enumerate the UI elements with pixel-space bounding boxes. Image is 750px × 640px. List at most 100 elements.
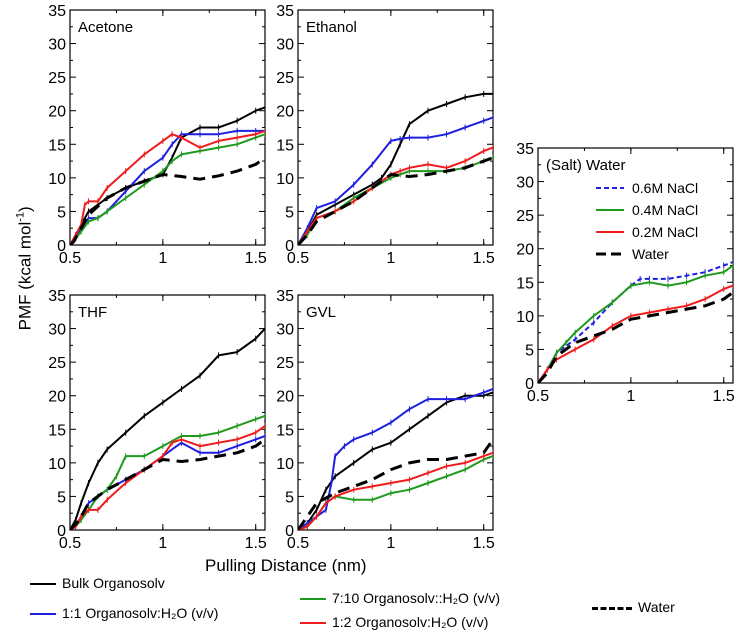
legend-swatch-bulk [30,583,56,586]
series-line [298,156,493,245]
y-tick-label: 10 [276,171,294,188]
plot-frame [69,9,266,246]
legend-label: 1:2 Organosolv:H₂O (v/v) [332,614,489,630]
y-tick-label: 20 [276,104,294,121]
legend-entry-bulk-organosolv: Bulk Organosolv [30,575,165,591]
series-7-10-organosolv-h2o [70,131,265,245]
y-tick-label: 20 [48,104,66,121]
series-0-6m-nacl [538,259,733,383]
y-axis-label: PMF (kcal mol-1) [14,206,35,331]
y-tick-label: 5 [285,204,294,221]
series-line [70,133,265,245]
salt-legend-label: 0.6M NaCl [632,180,698,196]
series-line [298,156,493,245]
series-line [298,451,493,530]
y-tick-label: 30 [276,322,294,339]
y-tick-label: 15 [516,275,534,292]
x-tick-label: 1.5 [473,250,495,267]
panel-title: Acetone [78,19,133,36]
series-7-10-organosolv-h2o [298,453,493,530]
y-tick-label: 5 [57,489,66,506]
panel-title: Ethanol [306,19,357,36]
legend-entry-one-two: 1:2 Organosolv:H₂O (v/v) [300,614,488,630]
y-tick-label: 5 [285,489,294,506]
panel-gvl: 0 5 10 15 20 25 30 35 0.5 1 1.5 GVL [276,288,495,552]
y-tick-label: 25 [276,70,294,87]
series-line [70,425,265,530]
x-tick-label: 1.5 [713,388,735,405]
y-tick-label: 30 [48,37,66,54]
y-tick-label: 35 [276,3,294,20]
y-tick-label: 30 [516,175,534,192]
series-water [70,438,265,530]
y-tick-label: 0 [285,523,294,540]
series-bulk-organosolv [70,104,265,245]
y-tick-label: 10 [48,456,66,473]
salt-legend: 0.6M NaCl 0.4M NaCl 0.2M NaCl Water [596,180,698,262]
x-tick-label: 0.5 [287,535,309,552]
plot-frame [297,294,494,531]
y-tick-label: 35 [516,141,534,158]
y-tick-label: 35 [48,288,66,305]
legend-swatch-one-one [30,613,56,616]
panel-salt-water: 0 5 10 15 20 25 30 35 0.5 1 1.5 (Salt) Water 0.6M Na… [516,141,735,405]
y-tick-label: 5 [525,342,534,359]
series-line [538,264,733,383]
x-tick-label: 1 [158,535,167,552]
y-tick-label: 25 [276,355,294,372]
series-1-2-organosolv-h2o [298,449,493,530]
series-1-1-organosolv-h2o [70,127,265,245]
x-tick-label: 0.5 [287,250,309,267]
series-line [70,129,265,245]
y-tick-label: 25 [516,208,534,225]
series-water [298,438,493,530]
y-tick-label: 0 [525,376,534,393]
series-0-4m-nacl [538,262,733,383]
y-tick-label: 20 [516,242,534,259]
legend-entry-one-one: 1:1 Organosolv:H₂O (v/v) [30,605,218,621]
y-tick-label: 35 [48,3,66,20]
salt-legend-label: Water [632,246,669,262]
series-line [70,106,265,245]
series-line [298,391,493,530]
series-1-2-organosolv-h2o [298,144,493,245]
series-line [298,146,493,245]
y-tick-label: 10 [516,309,534,326]
y-tick-label: 0 [57,523,66,540]
series-line [70,327,265,530]
series-line [538,284,733,383]
y-tick-label: 15 [276,422,294,439]
panel-thf: 0 5 10 15 20 25 30 35 0.5 1 1.5 THF [48,288,267,552]
legend-label: 1:1 Organosolv:H₂O (v/v) [62,605,219,621]
series-line [70,438,265,530]
series-water [70,156,265,245]
legend-swatch-one-two [300,622,326,625]
y-tick-label: 10 [276,456,294,473]
x-tick-label: 1 [386,250,395,267]
legend-label: Water [638,599,675,615]
y-tick-label: 30 [48,322,66,339]
x-tick-label: 1 [386,535,395,552]
x-tick-label: 0.5 [59,250,81,267]
x-tick-label: 1 [626,388,635,405]
y-tick-label: 30 [276,37,294,54]
x-tick-label: 1.5 [473,535,495,552]
x-tick-label: 1 [158,250,167,267]
series-line [538,291,733,383]
panel-acetone: 0 5 10 15 20 25 30 35 0.5 1 1.5 Acetone [48,3,267,267]
series-1-2-organosolv-h2o [70,422,265,530]
series-1-1-organosolv-h2o [298,386,493,530]
x-tick-label: 1.5 [245,535,267,552]
series-7-10-organosolv-h2o [70,412,265,530]
series-line [538,261,733,383]
salt-legend-label: 0.2M NaCl [632,224,698,240]
x-tick-label: 0.5 [59,535,81,552]
y-tick-label: 15 [48,137,66,154]
y-tick-label: 0 [57,238,66,255]
y-tick-label: 20 [48,389,66,406]
panel-title: GVL [306,304,336,321]
x-axis-label: Pulling Distance (nm) [205,556,367,575]
x-tick-label: 1.5 [245,250,267,267]
series-1-1-organosolv-h2o [298,114,493,245]
